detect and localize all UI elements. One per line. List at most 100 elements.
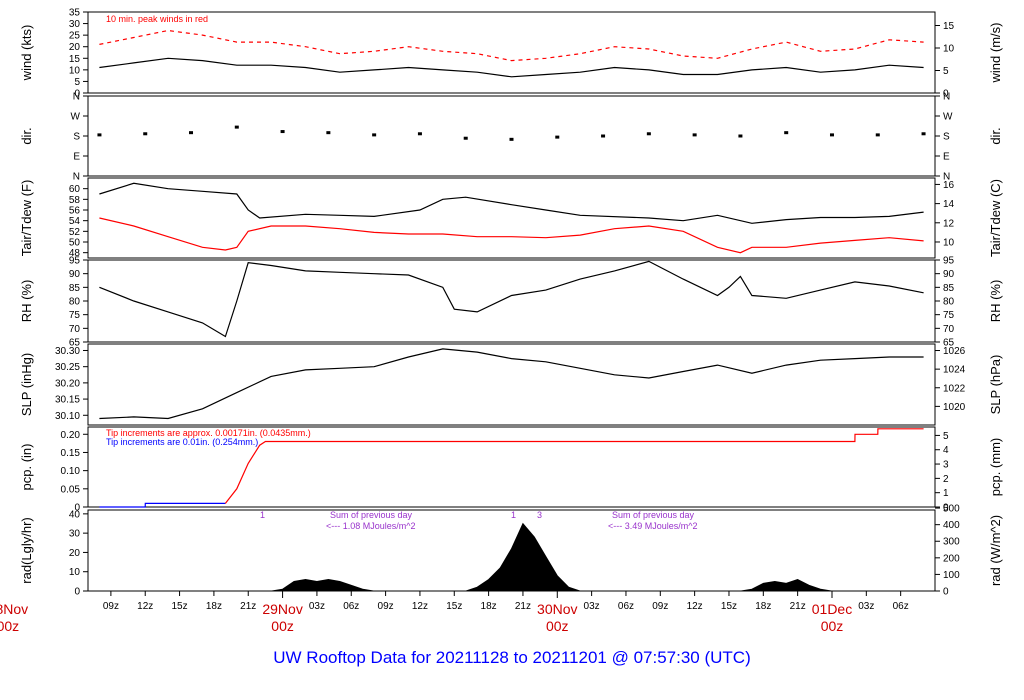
series-point xyxy=(555,135,560,139)
y-axis-label: pcp. (in) xyxy=(19,444,34,491)
y-right-tick-label: 200 xyxy=(943,553,960,564)
y-tick-label: 30.10 xyxy=(55,411,80,422)
x-tick-label: 15z xyxy=(172,601,188,612)
y-tick-label: 60 xyxy=(69,184,81,195)
series-line xyxy=(99,502,226,508)
y-tick-label: 10 xyxy=(69,567,81,578)
series-line xyxy=(99,348,924,420)
y-right-tick-label: 80 xyxy=(943,297,955,308)
x-tick-label: 03z xyxy=(858,601,874,612)
series-point xyxy=(280,130,285,134)
rad-marker: 3 xyxy=(537,510,542,520)
x-tick-label: 15z xyxy=(446,601,462,612)
series-point xyxy=(784,131,789,135)
x-day-date: 29Nov xyxy=(262,601,302,617)
y-right-tick-label: 5 xyxy=(943,431,949,442)
panel-frame xyxy=(87,177,936,259)
y-right-tick-label: 100 xyxy=(943,570,960,581)
x-day-date: 28Nov xyxy=(0,601,28,617)
series-line xyxy=(99,260,924,338)
rad-sum-value: <--- 3.49 MJoules/m^2 xyxy=(608,521,698,531)
y-right-tick-label: 1024 xyxy=(943,365,966,376)
rad-marker: 1 xyxy=(511,510,516,520)
y-tick-label: 90 xyxy=(69,269,81,280)
series-line xyxy=(99,57,924,78)
y-right-axis-label: wind (m/s) xyxy=(988,23,1003,84)
y-right-tick-label: 75 xyxy=(943,310,955,321)
series-point xyxy=(143,132,148,136)
series-point xyxy=(97,133,102,137)
panel-slp: 30.10 30.15 30.20 30.25 30.30 1020 1022 1024 102… xyxy=(19,343,1003,426)
y-right-tick-label: 85 xyxy=(943,283,955,294)
y-tick-label: 30.15 xyxy=(55,395,80,406)
y-tick-label: 20 xyxy=(69,548,81,559)
y-right-tick-label: 14 xyxy=(943,199,955,210)
y-tick-label: 5 xyxy=(74,77,80,88)
y-axis-label: dir. xyxy=(19,127,34,144)
series-point xyxy=(738,134,743,138)
y-right-tick-label: 2 xyxy=(943,474,949,485)
x-day-time: 00z xyxy=(0,618,19,634)
y-right-tick-label: 65 xyxy=(943,338,955,349)
y-right-tick-label: 1026 xyxy=(943,346,966,357)
y-tick-label: 95 xyxy=(69,256,81,267)
y-tick-label: 52 xyxy=(69,227,81,238)
panel-rh: 65 70 75 80 85 90 95 65 70 75 80 85 90 95 RH (%) RH (%) xyxy=(19,256,1003,349)
y-tick-label: W xyxy=(71,112,81,123)
x-tick-label: 09z xyxy=(103,601,119,612)
y-right-tick-label: N xyxy=(943,172,950,183)
y-tick-label: 30 xyxy=(69,19,81,30)
y-right-tick-label: 400 xyxy=(943,520,960,531)
panel-frame xyxy=(87,11,936,94)
series-point xyxy=(372,133,377,137)
y-tick-label: 85 xyxy=(69,283,81,294)
tip-annotation-blue: Tip increments are 0.01in. (0.254mm.) xyxy=(106,437,258,447)
x-day-time: 00z xyxy=(821,618,844,634)
y-right-axis-label: SLP (hPa) xyxy=(988,355,1003,415)
y-right-tick-label: 90 xyxy=(943,269,955,280)
y-tick-label: 0.10 xyxy=(61,466,81,477)
y-tick-label: E xyxy=(73,152,80,163)
y-tick-label: 0.15 xyxy=(61,448,81,459)
series-point xyxy=(692,133,697,137)
series-point xyxy=(646,132,651,136)
y-tick-label: 0 xyxy=(74,503,80,514)
y-axis-label: rad(Lgly/hr) xyxy=(19,517,34,583)
panel-frame xyxy=(87,343,936,426)
y-tick-label: 75 xyxy=(69,310,81,321)
x-tick-label: 21z xyxy=(515,601,531,612)
tip-annotation-red: Tip increments are approx. 0.00171in. (0… xyxy=(106,428,311,438)
y-tick-label: 0.05 xyxy=(61,484,81,495)
x-day-time: 00z xyxy=(271,618,294,634)
y-tick-label: 56 xyxy=(69,206,81,217)
y-tick-label: 80 xyxy=(69,297,81,308)
panel-pcp: 0 0.05 0.10 0.15 0.20 0 1 2 3 4 5 pcp. (in) pcp. (mm… xyxy=(19,426,1003,514)
y-right-tick-label: 95 xyxy=(943,256,955,267)
x-tick-label: 18z xyxy=(755,601,771,612)
y-tick-label: 65 xyxy=(69,338,81,349)
y-tick-label: 30.25 xyxy=(55,362,80,373)
rad-sum-label: Sum of previous day xyxy=(612,510,695,520)
y-tick-label: 30 xyxy=(69,529,81,540)
y-right-tick-label: 300 xyxy=(943,537,960,548)
y-tick-label: 40 xyxy=(69,509,81,520)
y-right-tick-label: 1020 xyxy=(943,402,966,413)
series-area xyxy=(271,522,833,592)
rad-sum-value: <--- 1.08 MJoules/m^2 xyxy=(326,521,416,531)
y-right-tick-label: 16 xyxy=(943,180,955,191)
y-right-tick-label: 1 xyxy=(943,488,949,499)
y-right-axis-label: pcp. (mm) xyxy=(988,438,1003,497)
rad-marker: 1 xyxy=(260,510,265,520)
y-right-tick-label: 15 xyxy=(943,21,955,32)
series-line xyxy=(99,217,924,254)
panel-frame xyxy=(87,426,936,508)
series-point xyxy=(509,137,514,141)
x-tick-label: 06z xyxy=(618,601,634,612)
series-point xyxy=(601,134,606,138)
y-right-axis-label: RH (%) xyxy=(988,280,1003,323)
x-day-time: 00z xyxy=(546,618,569,634)
